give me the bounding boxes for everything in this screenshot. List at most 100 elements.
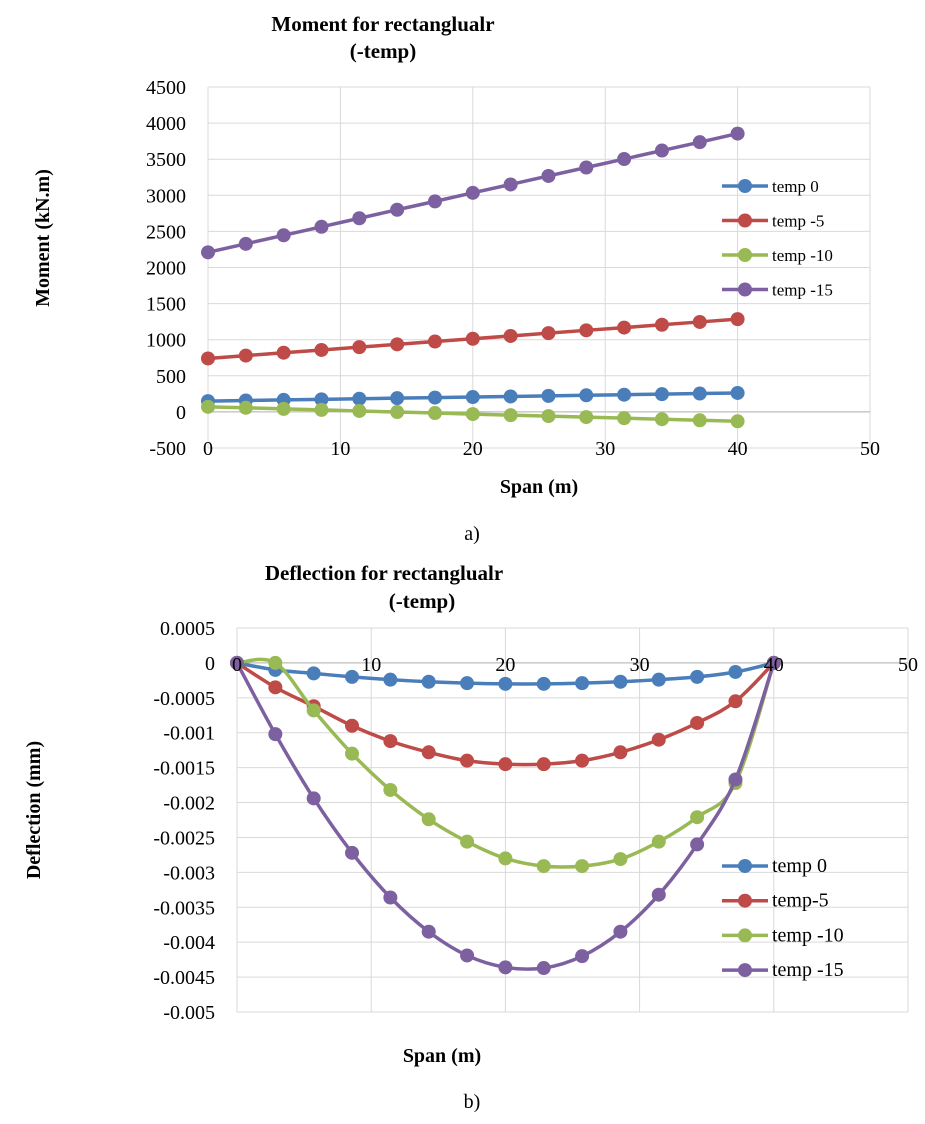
data-point — [421, 812, 436, 827]
data-point — [383, 890, 398, 905]
data-point — [465, 407, 480, 422]
chart-b-x-axis-title: Span (m) — [403, 1045, 481, 1067]
data-point — [390, 391, 405, 406]
data-point — [579, 388, 594, 403]
data-point — [690, 669, 705, 684]
data-point — [692, 386, 707, 401]
x-tick-label: 30 — [595, 438, 615, 460]
x-tick-label: 30 — [630, 654, 650, 676]
data-point — [541, 409, 556, 424]
data-point — [730, 126, 745, 141]
data-point — [345, 845, 360, 860]
y-tick-label: -0.0045 — [153, 967, 215, 989]
chart-a-gridlines — [207, 86, 871, 449]
x-tick-label: 40 — [764, 654, 784, 676]
data-point — [536, 859, 551, 874]
data-point — [503, 408, 518, 423]
data-point — [238, 400, 253, 415]
data-point — [536, 676, 551, 691]
y-tick-label: 4500 — [146, 77, 186, 99]
y-tick-label: 2500 — [146, 221, 186, 243]
deflection-chart: Deflection for rectanglualr (-temp) 0.00… — [23, 561, 918, 1113]
data-point — [390, 337, 405, 352]
y-tick-label: 3500 — [146, 149, 186, 171]
data-point — [268, 727, 283, 742]
data-point — [690, 810, 705, 825]
data-point — [390, 202, 405, 217]
y-tick-label: -0.003 — [163, 862, 215, 884]
data-point — [201, 399, 215, 414]
data-point — [427, 406, 442, 421]
legend-label: temp -10 — [772, 924, 844, 946]
legend-marker — [738, 282, 752, 297]
data-point — [276, 401, 291, 416]
data-point — [541, 326, 556, 341]
x-tick-label: 50 — [860, 438, 880, 460]
chart-a-title-line-2: (-temp) — [350, 39, 416, 63]
x-tick-label: 40 — [728, 438, 748, 460]
data-point — [498, 757, 513, 772]
data-point — [613, 674, 628, 689]
data-point — [617, 152, 632, 167]
data-point — [314, 219, 329, 234]
legend-marker — [738, 928, 752, 943]
data-point — [306, 703, 321, 718]
y-tick-label: 0.0005 — [160, 618, 215, 640]
legend-label: temp-5 — [772, 890, 829, 912]
data-point — [314, 392, 329, 407]
data-point — [421, 924, 436, 939]
data-point — [306, 666, 321, 681]
x-tick-label: 0 — [203, 438, 213, 460]
data-point — [730, 312, 745, 327]
data-point — [690, 837, 705, 852]
data-point — [617, 411, 632, 426]
data-point — [579, 410, 594, 425]
data-point — [314, 402, 329, 417]
legend-marker — [738, 893, 752, 908]
y-tick-label: 2000 — [146, 258, 186, 280]
data-point — [201, 245, 215, 260]
data-point — [460, 834, 475, 849]
y-tick-label: -0.0025 — [153, 827, 215, 849]
data-point — [460, 948, 475, 963]
chart-b-y-axis-title: Deflection (mm) — [23, 741, 45, 879]
data-point — [427, 194, 442, 209]
data-point — [421, 745, 436, 760]
y-tick-label: 500 — [156, 366, 186, 388]
data-point — [352, 403, 367, 418]
data-point — [536, 961, 551, 976]
data-point — [728, 772, 743, 787]
data-point — [692, 413, 707, 428]
x-tick-label: 20 — [495, 654, 515, 676]
chart-a-legend: temp 0 temp -5 temp -10 temp -15 — [722, 177, 833, 300]
data-point — [345, 718, 360, 733]
chart-a-x-tick-labels: 0 10 20 30 40 50 — [203, 438, 880, 460]
data-point — [654, 143, 669, 158]
data-point — [352, 340, 367, 355]
chart-a-caption: a) — [464, 523, 480, 545]
data-point — [352, 391, 367, 406]
data-point — [276, 228, 291, 243]
legend-label: temp 0 — [772, 177, 819, 196]
data-point — [575, 676, 590, 691]
y-tick-label: -0.002 — [163, 793, 215, 815]
x-tick-label: 10 — [361, 654, 381, 676]
chart-a-title-line-1: Moment for rectanglualr — [271, 12, 494, 36]
legend-marker — [738, 179, 752, 193]
chart-a-y-axis-title: Moment (kN.m) — [32, 169, 54, 307]
data-point — [230, 655, 244, 670]
legend-marker — [738, 859, 752, 873]
data-point — [383, 734, 398, 749]
legend-marker — [738, 963, 752, 978]
data-point — [651, 672, 666, 687]
y-tick-label: -0.004 — [163, 932, 215, 954]
legend-label: temp -5 — [772, 212, 824, 231]
data-point — [498, 851, 513, 866]
data-point — [465, 390, 480, 405]
y-tick-label: 1500 — [146, 294, 186, 316]
legend-marker — [738, 213, 752, 228]
data-point — [268, 680, 283, 695]
data-point — [427, 334, 442, 349]
data-point — [579, 160, 594, 175]
data-point — [654, 317, 669, 332]
